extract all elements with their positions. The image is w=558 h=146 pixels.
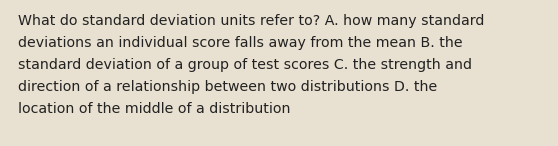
Text: What do standard deviation units refer to? A. how many standard: What do standard deviation units refer t… bbox=[18, 14, 484, 28]
Text: standard deviation of a group of test scores C. the strength and: standard deviation of a group of test sc… bbox=[18, 58, 472, 72]
Text: direction of a relationship between two distributions D. the: direction of a relationship between two … bbox=[18, 80, 437, 94]
Text: location of the middle of a distribution: location of the middle of a distribution bbox=[18, 102, 291, 116]
Text: deviations an individual score falls away from the mean B. the: deviations an individual score falls awa… bbox=[18, 36, 463, 50]
